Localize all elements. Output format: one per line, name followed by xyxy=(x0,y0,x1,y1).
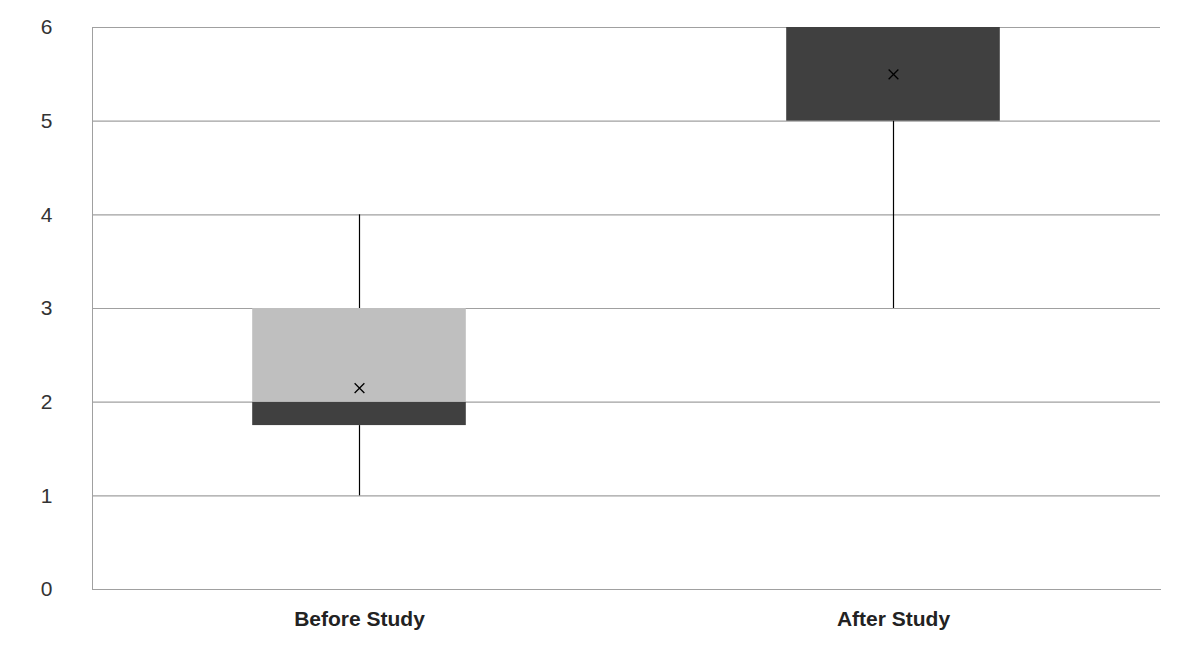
svg-text:3: 3 xyxy=(41,296,53,319)
svg-text:5: 5 xyxy=(41,109,53,132)
svg-text:0: 0 xyxy=(41,577,53,600)
svg-text:6: 6 xyxy=(41,15,53,38)
svg-text:After Study: After Study xyxy=(837,607,950,630)
svg-text:Before Study: Before Study xyxy=(294,607,425,630)
svg-text:2: 2 xyxy=(41,390,53,413)
svg-text:4: 4 xyxy=(41,203,53,226)
svg-text:1: 1 xyxy=(41,484,53,507)
